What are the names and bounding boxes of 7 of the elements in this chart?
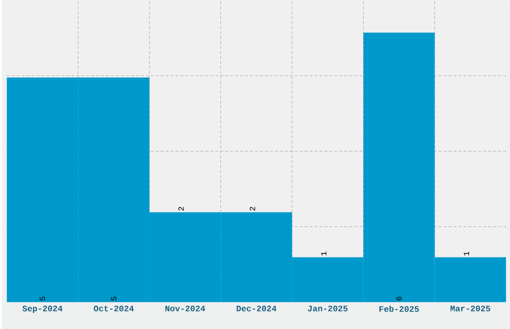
x-tick-label: Feb-2025 (379, 306, 419, 312)
x-tick-label: Nov-2024 (165, 306, 206, 312)
x-tick-label: Mar-2025 (450, 306, 490, 312)
x-tick-label: Sep-2024 (22, 306, 62, 314)
x-tick-label: Jan-2025 (308, 306, 348, 312)
x-tick-label: Dec-2024 (236, 306, 276, 312)
x-tick-label: Oct-2024 (94, 306, 134, 312)
